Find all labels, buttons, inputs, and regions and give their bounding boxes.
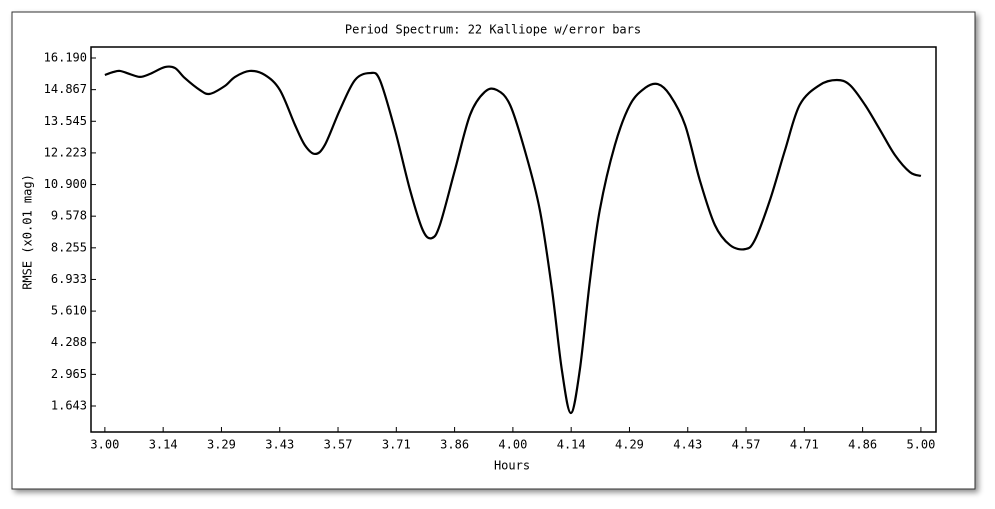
x-tick-label: 4.71 (790, 438, 819, 452)
y-tick-label: 10.900 (44, 177, 87, 191)
y-tick-label: 12.223 (44, 145, 87, 159)
y-tick-label: 8.255 (51, 240, 87, 254)
y-tick-label: 9.578 (51, 209, 87, 223)
plot-frame (90, 46, 937, 433)
y-tick-label: 6.933 (51, 272, 87, 286)
x-tick-label: 3.43 (265, 438, 294, 452)
y-tick-label: 2.965 (51, 367, 87, 381)
y-tick-label: 14.867 (44, 82, 87, 96)
y-tick-label: 1.643 (51, 398, 87, 412)
x-tick-label: 3.71 (382, 438, 411, 452)
y-tick-label: 16.190 (44, 51, 87, 65)
x-tick-label: 4.57 (732, 438, 761, 452)
y-tick-label: 4.288 (51, 335, 87, 349)
x-tick-label: 3.57 (324, 438, 353, 452)
x-tick-label: 3.29 (207, 438, 236, 452)
x-tick-label: 5.00 (906, 438, 935, 452)
x-tick-label: 4.86 (848, 438, 877, 452)
y-axis-label: RMSE (x0.01 mag) (21, 174, 35, 290)
y-tick-label: 13.545 (44, 114, 87, 128)
x-tick-label: 3.14 (149, 438, 178, 452)
x-tick-label: 3.00 (90, 438, 119, 452)
x-tick-label: 4.43 (673, 438, 702, 452)
x-tick-label: 4.29 (615, 438, 644, 452)
x-tick-label: 4.00 (498, 438, 527, 452)
chart-title: Period Spectrum: 22 Kalliope w/error bar… (345, 23, 641, 37)
x-tick-label: 3.86 (440, 438, 469, 452)
data-line (104, 65, 922, 415)
y-tick-label: 5.610 (51, 304, 87, 318)
x-axis-label: Hours (494, 459, 530, 473)
x-tick-label: 4.14 (557, 438, 586, 452)
